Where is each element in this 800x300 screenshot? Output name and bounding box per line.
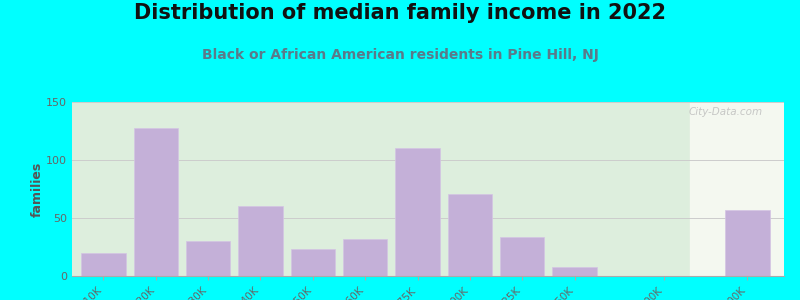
Bar <box>552 267 597 276</box>
Bar <box>343 239 387 276</box>
Bar <box>500 237 545 276</box>
Bar <box>290 249 335 276</box>
Text: Distribution of median family income in 2022: Distribution of median family income in … <box>134 3 666 23</box>
Bar <box>395 148 440 276</box>
Bar <box>186 241 230 276</box>
Bar <box>238 206 282 276</box>
Bar <box>448 194 492 276</box>
Text: Black or African American residents in Pine Hill, NJ: Black or African American residents in P… <box>202 48 598 62</box>
Bar <box>725 210 770 276</box>
Bar <box>690 102 784 276</box>
Bar <box>134 128 178 276</box>
Bar <box>81 253 126 276</box>
Text: City-Data.com: City-Data.com <box>689 107 762 117</box>
Y-axis label: families: families <box>30 161 43 217</box>
